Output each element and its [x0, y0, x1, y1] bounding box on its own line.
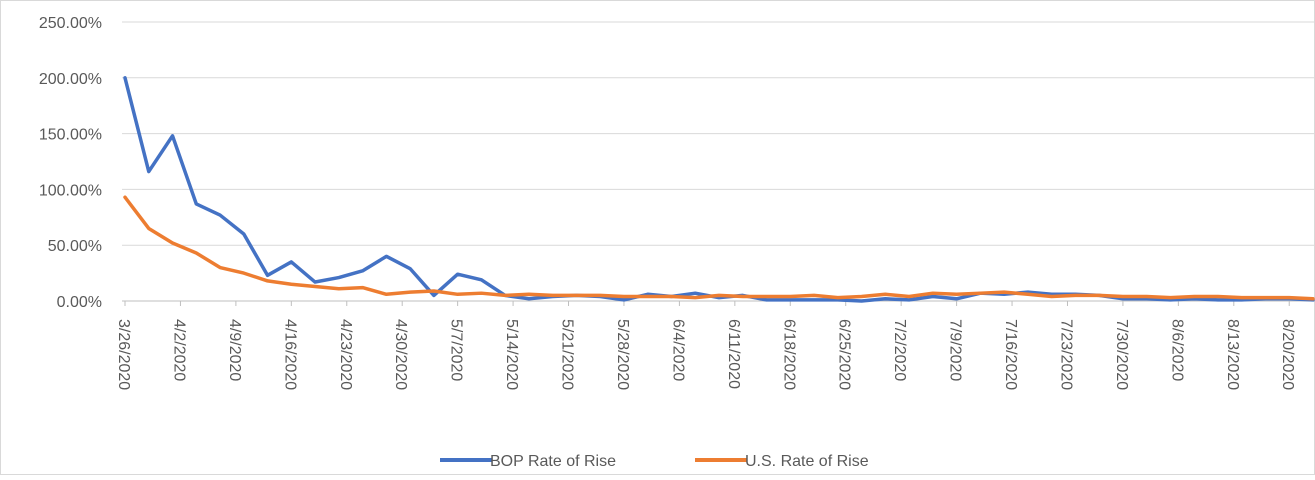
x-tick-label: 4/30/2020 — [392, 319, 409, 390]
y-tick-label: 100.00% — [39, 182, 102, 199]
x-tick-label: 6/25/2020 — [836, 319, 853, 390]
x-tick-label: 7/16/2020 — [1002, 319, 1019, 390]
x-tick-label: 4/23/2020 — [337, 319, 354, 390]
x-tick-label: 4/9/2020 — [226, 319, 243, 381]
legend-label: U.S. Rate of Rise — [745, 453, 869, 470]
x-tick-label: 7/30/2020 — [1113, 319, 1130, 390]
y-tick-label: 200.00% — [39, 71, 102, 88]
x-tick-label: 8/6/2020 — [1168, 319, 1185, 381]
x-tick-label: 4/2/2020 — [170, 319, 187, 381]
x-tick-label: 5/7/2020 — [448, 319, 465, 381]
x-tick-label: 7/2/2020 — [891, 319, 908, 381]
y-tick-label: 150.00% — [39, 127, 102, 144]
x-tick-label: 3/26/2020 — [115, 319, 132, 390]
series-line — [123, 195, 1315, 301]
y-tick-label: 50.00% — [48, 238, 102, 255]
x-tick-label: 6/4/2020 — [669, 319, 686, 381]
x-tick-label: 5/14/2020 — [503, 319, 520, 390]
y-tick-label: 250.00% — [39, 15, 102, 32]
x-tick-label: 6/11/2020 — [725, 319, 742, 389]
x-tick-label: 5/21/2020 — [559, 319, 576, 390]
x-tick-label: 5/28/2020 — [614, 319, 631, 390]
x-tick-label: 7/23/2020 — [1057, 319, 1074, 390]
x-tick-label: 8/20/2020 — [1279, 319, 1296, 390]
x-tick-label: 7/9/2020 — [947, 319, 964, 381]
x-tick-label: 4/16/2020 — [281, 319, 298, 390]
y-tick-label: 0.00% — [57, 294, 102, 311]
legend-label: BOP Rate of Rise — [490, 453, 616, 470]
x-tick-label: 8/13/2020 — [1224, 319, 1241, 390]
x-tick-label: 6/18/2020 — [780, 319, 797, 390]
